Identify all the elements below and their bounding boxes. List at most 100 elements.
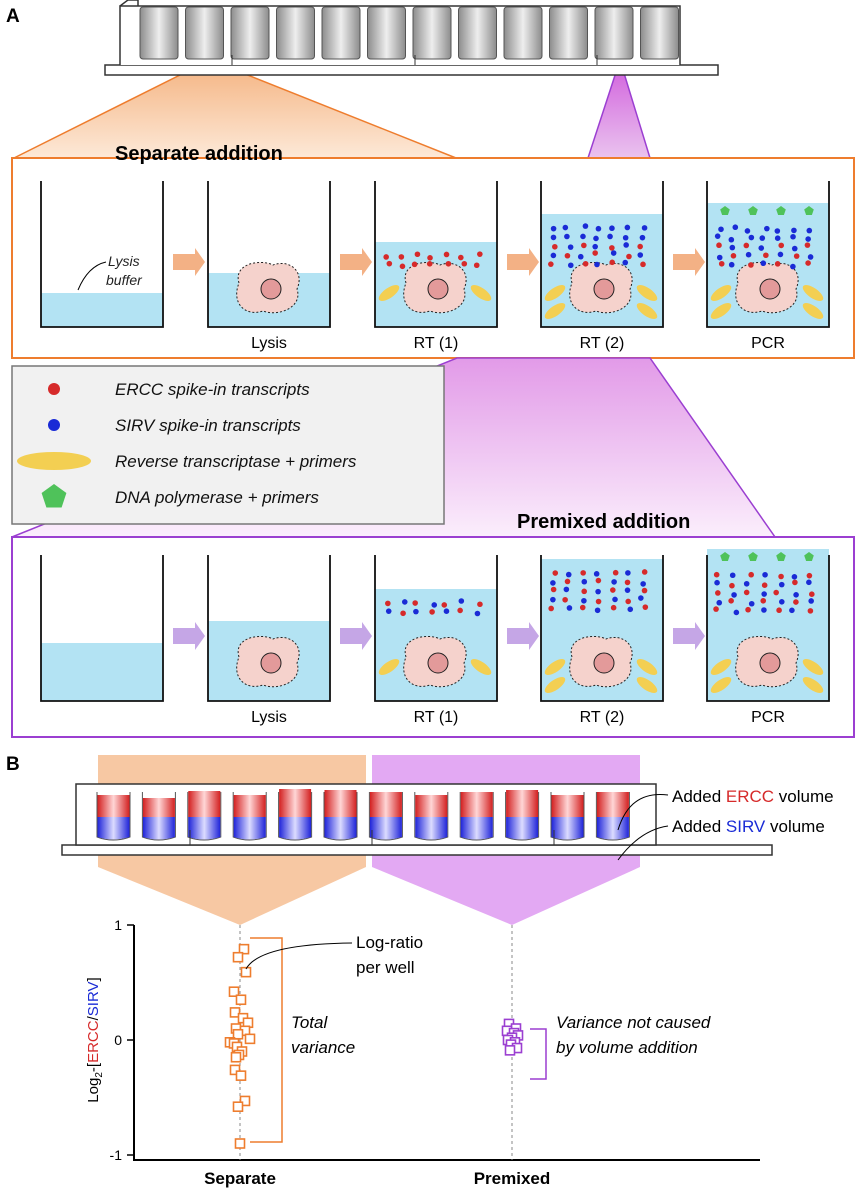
ercc-transcript — [445, 260, 452, 267]
total-variance-line-2: variance — [291, 1038, 355, 1057]
strip-a-tube — [321, 6, 361, 60]
sirv-volume — [279, 817, 312, 840]
reverse-transcriptase — [470, 658, 492, 676]
ercc-transcript — [760, 597, 767, 604]
dna-polymerase — [720, 552, 730, 561]
legend-label: SIRV spike-in transcripts — [115, 416, 301, 435]
sirv-transcript — [790, 263, 796, 270]
legend-item: SIRV spike-in transcripts — [48, 416, 301, 435]
ercc-callout-key: ERCC — [726, 787, 774, 806]
strip-a-tab — [119, 0, 139, 7]
ercc-transcript — [610, 604, 617, 611]
sirv-transcript — [563, 586, 570, 593]
strip-b-tube — [187, 791, 222, 841]
ercc-transcript — [609, 245, 615, 251]
strip-a-tube — [458, 6, 497, 60]
well-outline — [40, 555, 164, 702]
reverse-transcriptase — [636, 284, 658, 302]
ercc-transcript — [641, 587, 648, 594]
sirv-transcript — [714, 233, 721, 239]
ercc-transcript — [562, 596, 568, 603]
sirv-transcript — [550, 225, 557, 232]
legend-box — [11, 365, 445, 525]
sirv-transcript — [567, 244, 574, 250]
data-point — [235, 994, 247, 1006]
well-step-4: RT (2) — [540, 555, 664, 726]
sirv-transcript — [639, 234, 646, 241]
sirv-transcript — [611, 579, 617, 585]
ercc-transcript — [552, 570, 559, 576]
data-point — [240, 966, 252, 978]
ercc-transcript — [461, 260, 468, 267]
ercc-transcript — [564, 252, 571, 259]
strip-b-tube — [141, 792, 176, 841]
reverse-transcriptase — [544, 658, 566, 676]
well-step-1 — [40, 555, 164, 702]
reverse-transcriptase — [802, 284, 824, 302]
sirv-transcript — [550, 596, 556, 603]
sirv-volume — [415, 817, 448, 840]
strip-b-tube — [96, 792, 131, 841]
premixed-variance-line-1: Variance not caused — [556, 1013, 711, 1032]
sirv-transcript — [624, 587, 631, 593]
sirv-transcript — [612, 596, 618, 603]
ercc-transcript — [550, 586, 557, 593]
sirv-transcript — [443, 608, 450, 614]
point-label-line-1: Log-ratio — [356, 933, 423, 952]
sirv-transcript — [793, 592, 799, 598]
ercc-transcript — [642, 604, 649, 610]
ercc-transcript — [793, 599, 799, 605]
premixed-variance-label: Variance not caused by volume addition — [556, 1013, 715, 1057]
strip-b-tube — [278, 789, 313, 841]
ercc-transcript — [580, 570, 586, 576]
ratio-chart: Log2-[ERCC/SIRV] -1 0 1 Separate Premixed L… — [85, 917, 760, 1188]
well-step-2: Lysis — [207, 555, 331, 726]
sirv-transcript — [791, 245, 798, 252]
ercc-transcript — [729, 582, 735, 589]
reverse-transcriptase — [802, 302, 824, 320]
strip-a-tube — [594, 6, 634, 60]
step-arrow — [507, 622, 539, 650]
sirv-transcript — [594, 607, 601, 614]
strip-a-base — [104, 64, 719, 76]
well-outline — [706, 555, 830, 702]
sirv-transcript — [806, 579, 812, 586]
legend-label: ERCC spike-in transcripts — [115, 380, 310, 399]
ercc-transcript — [761, 582, 768, 588]
category-label: Premixed — [474, 1169, 551, 1188]
dna-polymerase — [748, 206, 758, 215]
strip-b-tube — [323, 790, 358, 841]
ercc-transcript — [548, 605, 554, 612]
strip-a-tube — [503, 6, 543, 60]
reverse-transcriptase — [710, 302, 732, 320]
data-point — [234, 1138, 246, 1149]
well-label: Lysis — [251, 709, 287, 726]
data-points — [224, 943, 524, 1149]
y-label-close: ] — [85, 977, 102, 981]
sirv-transcript — [595, 588, 601, 595]
sirv-transcript — [805, 236, 811, 242]
ercc-transcript — [429, 609, 435, 615]
strip-b-tube — [414, 792, 449, 841]
ercc-transcript — [457, 607, 463, 614]
well-label: RT (1) — [414, 335, 459, 352]
ercc-transcript — [441, 602, 448, 608]
sirv-volume — [188, 817, 221, 840]
ercc-transcript — [626, 253, 632, 260]
ercc-volume — [415, 795, 448, 817]
y-label-ercc: ERCC — [85, 1020, 102, 1063]
point-label-line-2: per well — [356, 958, 415, 977]
sirv-transcript — [638, 595, 644, 601]
step-arrow — [173, 248, 205, 276]
sirv-transcript — [761, 591, 767, 597]
ercc-transcript — [595, 598, 602, 605]
ercc-volume — [506, 790, 539, 817]
sirv-transcript — [413, 608, 419, 615]
sirv-callout: Added SIRV volume — [672, 817, 825, 836]
ercc-transcript — [807, 608, 814, 614]
well-outline — [207, 555, 331, 702]
data-point — [232, 951, 244, 963]
ercc-transcript — [763, 252, 769, 259]
ercc-callout-line — [617, 793, 669, 831]
ercc-transcript — [640, 261, 646, 268]
